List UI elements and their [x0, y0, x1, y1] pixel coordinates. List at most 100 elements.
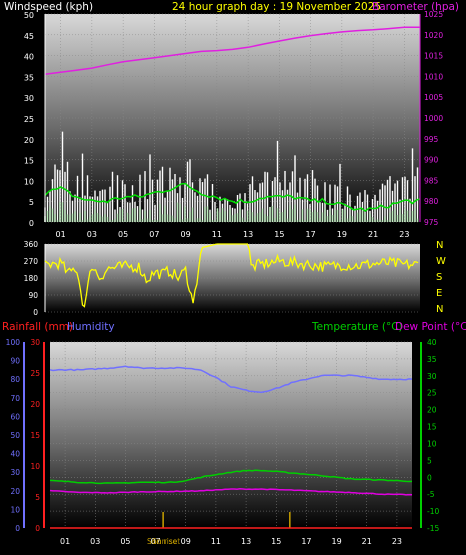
- temp-x-tick: 23: [392, 537, 402, 546]
- rain-y-tick: 30: [30, 338, 40, 347]
- windspeed-axis-title: Windspeed (kph): [4, 1, 93, 13]
- temp-y-tick: 30: [427, 372, 437, 381]
- temp-x-tick: 19: [331, 537, 341, 546]
- wind-y-tick: 10: [24, 177, 34, 186]
- temperature-line: [49, 469, 413, 485]
- wind-y-tick: 15: [24, 157, 34, 166]
- temp-y-tick: 10: [427, 439, 437, 448]
- humidity-y-tick: 0: [15, 524, 20, 533]
- wind-x-tick: 03: [87, 230, 97, 239]
- temp-y-tick: 5: [427, 456, 432, 465]
- graph-title: 24 hour graph day : 19 November 2025: [172, 1, 381, 13]
- temp-x-tick: 15: [271, 537, 281, 546]
- barometer-y-tick: 975: [424, 218, 439, 227]
- barometer-y-tick: 1015: [424, 52, 443, 61]
- wind-y-tick: 0: [29, 219, 34, 228]
- rain-y-tick: 15: [30, 431, 40, 440]
- wind-x-tick: 19: [337, 230, 347, 239]
- wind-average-line: [44, 182, 421, 213]
- barometer-y-tick: 990: [424, 156, 439, 165]
- sunset-label: Sun set: [152, 537, 180, 546]
- temp-x-tick: 03: [90, 537, 100, 546]
- dewpoint-line: [49, 488, 413, 496]
- wind-x-tick: 15: [274, 230, 284, 239]
- temp-y-tick: -10: [427, 507, 439, 516]
- temp-x-tick: 05: [120, 537, 130, 546]
- wind-x-tick: 07: [149, 230, 159, 239]
- wind-x-tick: 17: [306, 230, 316, 239]
- legend-dewpoint: Dew Point (°C): [395, 321, 466, 333]
- temp-y-tick: 0: [427, 473, 432, 482]
- wind-series: [44, 26, 421, 222]
- temp-y-tick: -15: [427, 524, 439, 533]
- temp-x-tick: 09: [181, 537, 191, 546]
- rain-y-tick: 20: [30, 400, 40, 409]
- rain-y-tick: 5: [35, 493, 40, 502]
- humidity-y-tick: 70: [10, 394, 20, 403]
- wind-y-tick: 20: [24, 136, 34, 145]
- temp-series: [49, 365, 413, 529]
- wind-x-tick: 01: [56, 230, 66, 239]
- humidity-y-tick: 60: [10, 412, 20, 421]
- humidity-line: [49, 365, 413, 394]
- wind-y-tick: 50: [24, 11, 34, 20]
- wind-x-tick: 11: [212, 230, 222, 239]
- wind-x-tick: 21: [368, 230, 378, 239]
- wind-x-tick: 23: [399, 230, 409, 239]
- wind-y-tick: 5: [29, 198, 34, 207]
- humidity-y-tick: 30: [10, 468, 20, 477]
- temp-axes: -15-10-505101520253035400102030405060708…: [6, 338, 440, 546]
- direction-y-tick: 0: [33, 308, 38, 317]
- temp-x-tick: 01: [60, 537, 70, 546]
- barometer-line: [44, 26, 420, 76]
- direction-y-tick: 90: [28, 291, 38, 300]
- temp-plot-area: [50, 342, 412, 528]
- wind-y-tick: 30: [24, 94, 34, 103]
- temp-x-tick: 21: [362, 537, 372, 546]
- humidity-y-tick: 40: [10, 450, 20, 459]
- temp-y-tick: 35: [427, 355, 437, 364]
- wind-x-tick: 05: [118, 230, 128, 239]
- legend-rainfall: Rainfall (mm): [2, 321, 73, 333]
- wind-direction-line: [44, 243, 419, 308]
- rain-y-tick: 25: [30, 369, 40, 378]
- temp-y-tick: 20: [427, 406, 437, 415]
- temp-x-tick: 13: [241, 537, 251, 546]
- wind-axes: 0510152025303540455097598098599099510001…: [24, 10, 444, 239]
- barometer-axis-title: Barometer (hpa): [372, 1, 459, 13]
- barometer-y-tick: 985: [424, 176, 439, 185]
- legend-humidity: Humidity: [67, 321, 115, 333]
- compass-label: W: [436, 256, 446, 267]
- rain-y-tick: 0: [35, 524, 40, 533]
- humidity-y-tick: 90: [10, 357, 20, 366]
- rain-y-tick: 10: [30, 462, 40, 471]
- humidity-y-tick: 50: [10, 431, 20, 440]
- temp-x-tick: 07: [150, 537, 160, 546]
- humidity-y-tick: 100: [6, 338, 21, 347]
- wind-y-tick: 25: [24, 115, 34, 124]
- wind-y-tick: 40: [24, 53, 34, 62]
- humidity-y-tick: 20: [10, 487, 20, 496]
- barometer-y-tick: 1000: [424, 114, 443, 123]
- wind-y-tick: 35: [24, 73, 34, 82]
- temp-y-tick: 40: [427, 338, 437, 347]
- wind-x-tick: 09: [181, 230, 191, 239]
- barometer-y-tick: 1010: [424, 72, 443, 81]
- direction-y-tick: 270: [24, 257, 39, 266]
- temp-y-tick: 15: [427, 423, 437, 432]
- humidity-y-tick: 80: [10, 375, 20, 384]
- compass-label: S: [436, 272, 442, 283]
- compass-label: N: [436, 304, 443, 315]
- barometer-y-tick: 1005: [424, 93, 443, 102]
- compass-label: N: [436, 240, 443, 251]
- barometer-y-tick: 980: [424, 197, 439, 206]
- humidity-y-tick: 10: [10, 505, 20, 514]
- direction-y-tick: 180: [24, 274, 39, 283]
- temp-x-tick: 17: [301, 537, 311, 546]
- compass-label: E: [436, 288, 442, 299]
- sunrise-label: Sun rise: [147, 537, 178, 546]
- direction-y-tick: 360: [24, 240, 39, 249]
- legend-temperature: Temperature (°C): [311, 321, 403, 333]
